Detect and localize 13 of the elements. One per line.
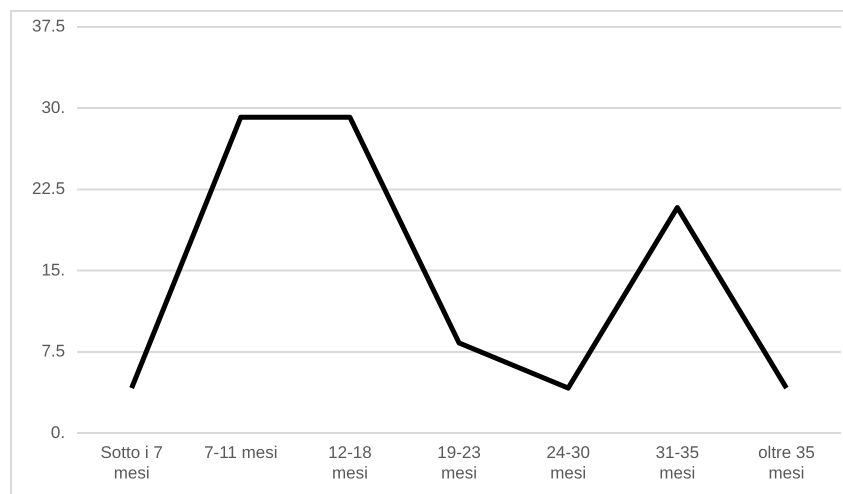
x-tick-label: oltre 35 mesi <box>758 443 815 482</box>
y-tick-label: 37.5 <box>32 16 66 36</box>
y-tick-label: 22.5 <box>32 179 66 198</box>
y-tick-label: 15. <box>41 260 66 280</box>
y-tick-label: 30. <box>41 98 66 117</box>
x-tick-label: 7-11 mesi <box>204 443 278 462</box>
y-tick-label: 7.5 <box>41 342 66 361</box>
x-tick-label: Sotto i 7 mesi <box>100 443 163 482</box>
y-tick-label: 0. <box>50 422 66 442</box>
x-tick-label: 31-35 mesi <box>656 443 700 482</box>
x-tick-label: 12-18 mesi <box>328 443 372 482</box>
x-tick-label: 24-30 mesi <box>546 443 590 482</box>
x-tick-label: 19-23 mesi <box>437 443 481 482</box>
